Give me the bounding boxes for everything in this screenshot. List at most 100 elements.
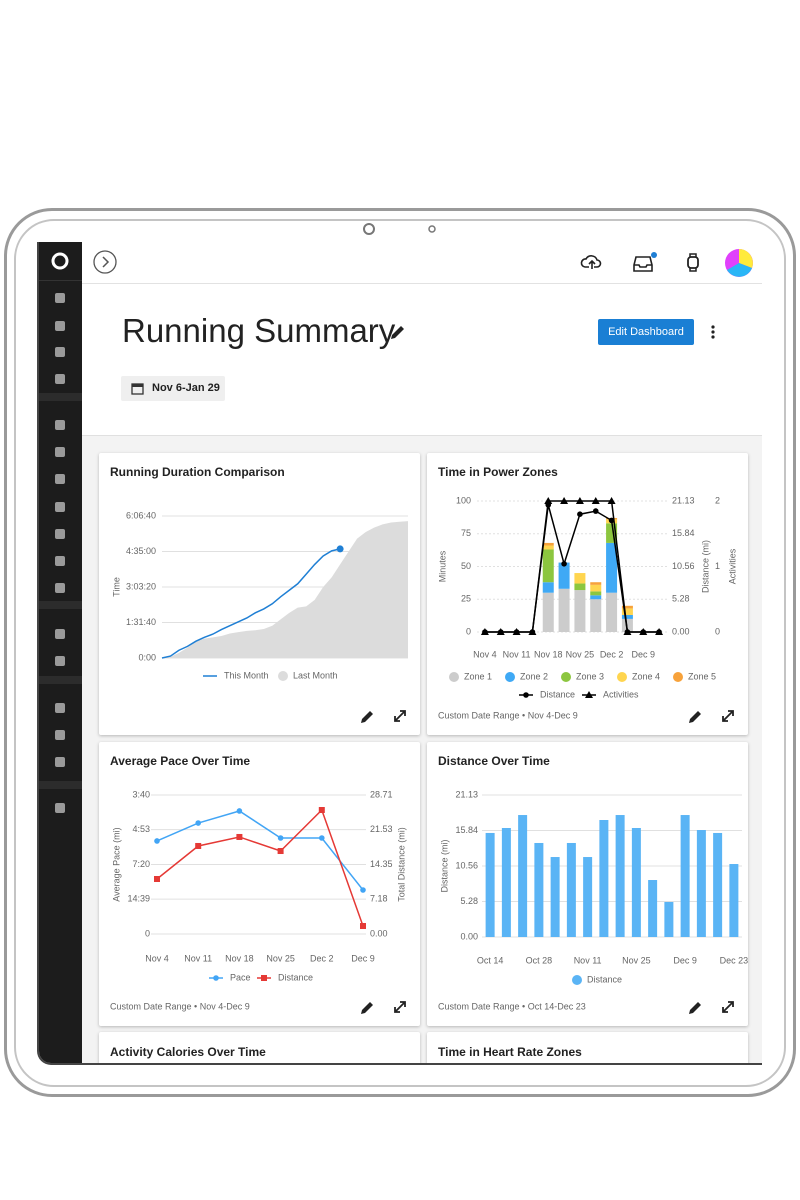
- expand-icon[interactable]: [394, 1001, 406, 1013]
- rename-icon[interactable]: [389, 323, 407, 341]
- edit-icon[interactable]: [689, 1002, 701, 1014]
- legend-label[interactable]: Zone 4: [632, 671, 660, 681]
- bar: [574, 573, 586, 584]
- y-tick-label: 0:00: [138, 652, 156, 662]
- legend-label[interactable]: Distance: [540, 689, 575, 699]
- notification-dot: [651, 252, 657, 258]
- sync-icon[interactable]: [580, 255, 602, 269]
- nav-icon[interactable]: [55, 529, 65, 539]
- device-frame: [4, 208, 796, 1097]
- bar: [615, 815, 625, 937]
- screen: Running Summary Edit Dashboard Nov 6-Jan…: [37, 242, 762, 1065]
- point: [655, 628, 664, 635]
- nav-icon[interactable]: [55, 656, 65, 666]
- x-tick-label: Nov 11: [184, 953, 212, 963]
- legend-label[interactable]: Zone 3: [576, 671, 604, 681]
- device-bezel: [14, 219, 786, 1087]
- sidebar: [39, 242, 82, 1063]
- point: [561, 561, 567, 567]
- legend-label[interactable]: Distance: [278, 972, 313, 982]
- nav-icon[interactable]: [55, 803, 65, 813]
- nav-icon[interactable]: [55, 321, 65, 331]
- line: [156, 810, 364, 891]
- y3-tick-label: 1: [715, 561, 720, 571]
- nav-icon[interactable]: [55, 556, 65, 566]
- legend-label[interactable]: Distance: [587, 974, 622, 984]
- y-tick-label: 75: [461, 528, 471, 538]
- expand-icon[interactable]: [722, 710, 734, 722]
- y2-tick-label: 0.00: [672, 626, 690, 636]
- point: [560, 497, 569, 504]
- y-tick-label: 10.56: [455, 860, 478, 870]
- nav-icon[interactable]: [55, 730, 65, 740]
- date-chip[interactable]: Nov 6-Jan 29: [121, 376, 225, 401]
- legend-label[interactable]: Zone 2: [520, 671, 548, 681]
- x-tick-label: Dec 2: [600, 649, 624, 659]
- bar: [621, 605, 633, 609]
- x-tick-label: Nov 25: [266, 953, 295, 963]
- legend-label[interactable]: Activities: [603, 689, 639, 699]
- edit-icon[interactable]: [689, 711, 701, 723]
- point: [277, 848, 284, 855]
- logo[interactable]: [51, 252, 69, 270]
- y3-tick-label: 0: [715, 626, 720, 636]
- nav-icon[interactable]: [55, 474, 65, 484]
- bar: [590, 599, 602, 632]
- x-tick-label: Dec 9: [673, 955, 697, 965]
- bar: [648, 880, 658, 937]
- edit-icon[interactable]: [361, 1002, 373, 1014]
- card-footer: Custom Date Range • Nov 4-Dec 9: [438, 710, 578, 720]
- chart-card: Time in Power Zones 0 25 50 75 100 0.00 5.28 10.…: [427, 453, 748, 735]
- nav-icon[interactable]: [55, 347, 65, 357]
- point: [575, 497, 584, 504]
- y2-tick-label: 0.00: [370, 928, 388, 938]
- more-menu[interactable]: [708, 324, 718, 340]
- point: [512, 628, 521, 635]
- device-icon[interactable]: [687, 256, 699, 269]
- legend-label[interactable]: Pace: [230, 972, 251, 982]
- bar: [534, 842, 544, 937]
- card-footer: Custom Date Range • Oct 14-Dec 23: [438, 1001, 586, 1011]
- bar: [606, 542, 618, 593]
- x-tick-label: Nov 18: [534, 649, 563, 659]
- y2-tick-label: 21.53: [370, 824, 393, 834]
- y2-tick-label: 28.71: [370, 789, 393, 799]
- x-tick-label: Nov 4: [473, 649, 497, 659]
- y-tick-label: 4:35:00: [126, 546, 156, 556]
- expand-nav[interactable]: [93, 250, 117, 274]
- legend-label[interactable]: Zone 1: [464, 671, 492, 681]
- inbox-icon[interactable]: [633, 256, 653, 272]
- bar: [485, 832, 495, 937]
- edit-dashboard-button[interactable]: Edit Dashboard: [598, 319, 694, 345]
- nav-icon[interactable]: [55, 374, 65, 384]
- legend-label[interactable]: Last Month: [293, 670, 338, 680]
- nav-icon[interactable]: [55, 420, 65, 430]
- y2-tick-label: 15.84: [672, 528, 695, 538]
- chart-card: Distance Over Time 0.00 5.28 10.56 15.84 21.1…: [427, 742, 748, 1026]
- x-tick-label: Nov 18: [225, 953, 254, 963]
- bar: [542, 549, 554, 583]
- bar: [550, 857, 560, 937]
- bar: [542, 592, 554, 632]
- expand-icon[interactable]: [394, 710, 406, 722]
- chart: Average Pace Over Time 0 14:39 7:20 4:53 3:40…: [110, 754, 406, 1014]
- legend-label[interactable]: Zone 5: [688, 671, 716, 681]
- nav-icon[interactable]: [55, 502, 65, 512]
- expand-icon[interactable]: [722, 1001, 734, 1013]
- bar: [574, 583, 586, 591]
- nav-icon[interactable]: [55, 757, 65, 767]
- legend-label[interactable]: This Month: [224, 670, 269, 680]
- point: [480, 628, 489, 635]
- edit-icon[interactable]: [361, 711, 373, 723]
- nav-icon[interactable]: [55, 629, 65, 639]
- nav-separator: [39, 676, 82, 684]
- chart-title: Time in Power Zones: [438, 465, 558, 479]
- nav-icon[interactable]: [55, 703, 65, 713]
- nav-icon[interactable]: [55, 293, 65, 303]
- avatar[interactable]: [725, 249, 753, 277]
- point: [608, 517, 615, 524]
- y-tick-label: 0.00: [460, 931, 478, 941]
- nav-icon[interactable]: [55, 583, 65, 593]
- y-tick-label: 1:31:40: [126, 617, 156, 627]
- nav-icon[interactable]: [55, 447, 65, 457]
